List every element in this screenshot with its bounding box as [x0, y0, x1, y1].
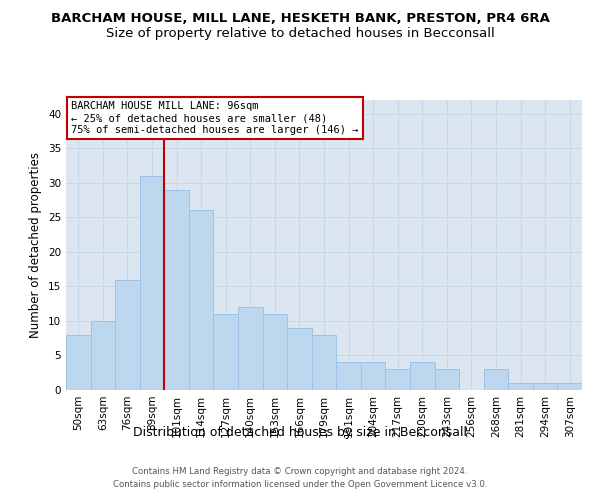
Bar — [410, 362, 434, 390]
Text: BARCHAM HOUSE, MILL LANE, HESKETH BANK, PRESTON, PR4 6RA: BARCHAM HOUSE, MILL LANE, HESKETH BANK, … — [50, 12, 550, 26]
Bar — [140, 176, 164, 390]
Bar — [336, 362, 361, 390]
Bar — [263, 314, 287, 390]
Y-axis label: Number of detached properties: Number of detached properties — [29, 152, 43, 338]
Bar — [533, 383, 557, 390]
Text: Contains public sector information licensed under the Open Government Licence v3: Contains public sector information licen… — [113, 480, 487, 489]
Bar — [91, 321, 115, 390]
Bar — [361, 362, 385, 390]
Bar — [484, 370, 508, 390]
Text: Distribution of detached houses by size in Becconsall: Distribution of detached houses by size … — [133, 426, 467, 439]
Bar — [66, 335, 91, 390]
Text: Size of property relative to detached houses in Becconsall: Size of property relative to detached ho… — [106, 28, 494, 40]
Bar — [189, 210, 214, 390]
Bar — [115, 280, 140, 390]
Bar — [214, 314, 238, 390]
Text: Contains HM Land Registry data © Crown copyright and database right 2024.: Contains HM Land Registry data © Crown c… — [132, 467, 468, 476]
Bar — [434, 370, 459, 390]
Bar — [385, 370, 410, 390]
Bar — [508, 383, 533, 390]
Bar — [312, 335, 336, 390]
Bar — [164, 190, 189, 390]
Text: BARCHAM HOUSE MILL LANE: 96sqm
← 25% of detached houses are smaller (48)
75% of : BARCHAM HOUSE MILL LANE: 96sqm ← 25% of … — [71, 102, 359, 134]
Bar — [557, 383, 582, 390]
Bar — [238, 307, 263, 390]
Bar — [287, 328, 312, 390]
